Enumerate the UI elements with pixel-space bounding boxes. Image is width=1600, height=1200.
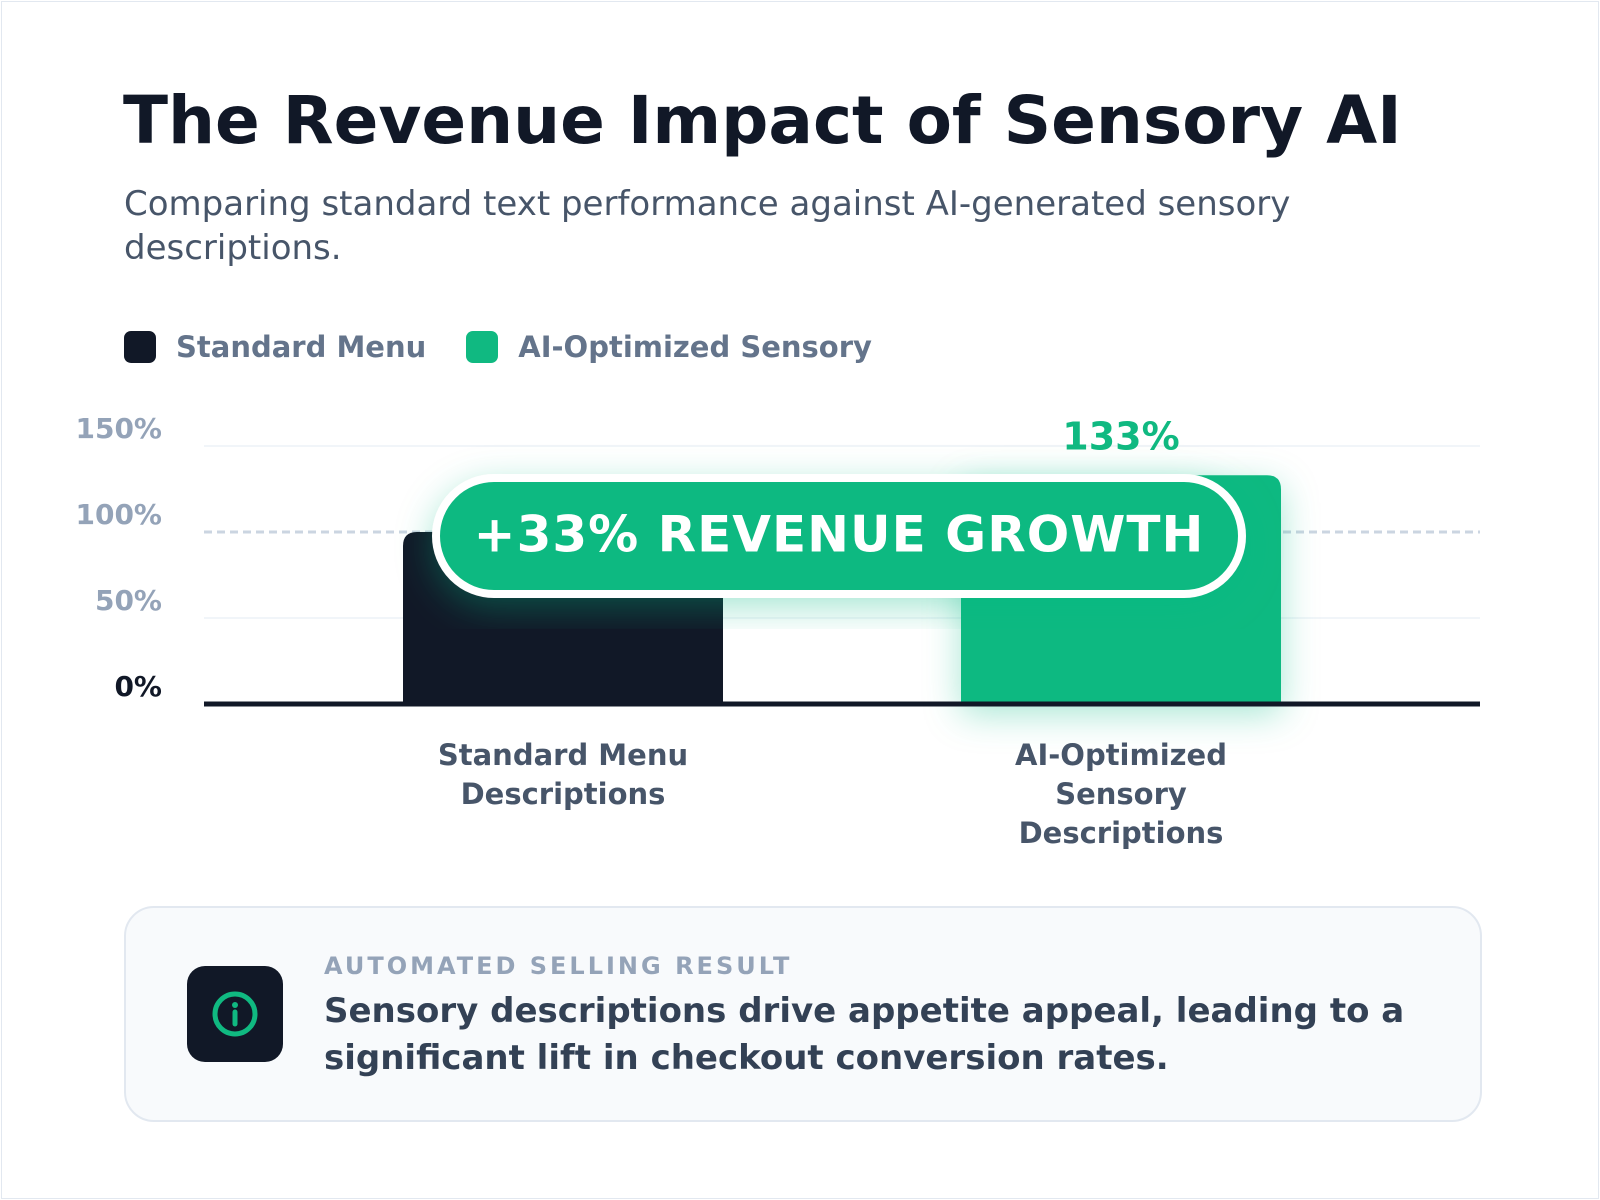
- value-label: 133%: [1062, 415, 1179, 459]
- y-tick-label: 0%: [114, 670, 162, 703]
- legend-swatch: [124, 331, 156, 363]
- legend-swatch: [466, 331, 499, 363]
- chart-subtitle: Comparing standard text performance agai…: [124, 184, 1291, 268]
- info-glyph: [212, 991, 258, 1037]
- info-text: Sensory descriptions drive appetite appe…: [324, 991, 1405, 1078]
- legend-label: AI-Optimized Sensory: [518, 330, 872, 364]
- info-label: AUTOMATED SELLING RESULT: [324, 952, 793, 980]
- legend-item: AI-Optimized Sensory: [466, 330, 872, 364]
- chart: 0%50%100%150%100%133%+33% REVENUE GROWTH: [75, 412, 1480, 707]
- y-tick-label: 100%: [75, 498, 162, 531]
- x-tick-label: AI-Optimized Sensory Descriptions: [1015, 738, 1227, 850]
- y-tick-label: 50%: [95, 584, 162, 617]
- legend: Standard Menu AI-Optimized Sensory: [124, 330, 872, 364]
- info-box: AUTOMATED SELLING RESULT Sensory descrip…: [124, 906, 1482, 1122]
- y-tick-label: 150%: [75, 412, 162, 445]
- x-tick-label: Standard Menu Descriptions: [437, 738, 689, 811]
- annotation-pill: [432, 474, 1246, 598]
- legend-item: Standard Menu: [124, 330, 426, 364]
- chart-title: The Revenue Impact of Sensory AI: [123, 82, 1402, 159]
- annotation-text: +33% REVENUE GROWTH: [474, 506, 1205, 564]
- legend-label: Standard Menu: [176, 330, 427, 364]
- info-icon: [187, 966, 283, 1062]
